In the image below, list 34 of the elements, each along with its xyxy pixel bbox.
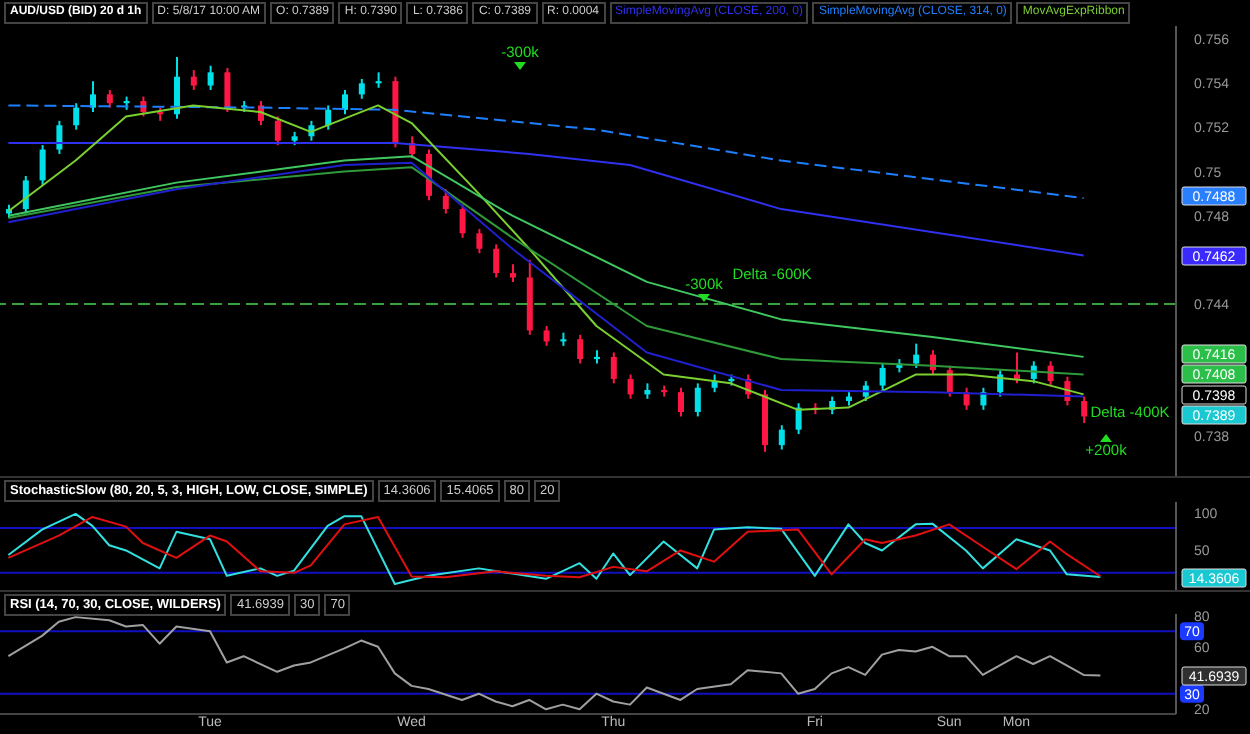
candlestick [476, 227, 483, 255]
candlestick [190, 69, 197, 91]
candlestick [90, 80, 96, 114]
candlestick [39, 144, 46, 186]
candlestick [577, 333, 584, 365]
candlestick [375, 71, 382, 89]
candlestick [694, 382, 701, 418]
candlestick [358, 77, 365, 100]
candlestick [56, 119, 63, 155]
candlestick [207, 64, 214, 91]
candlestick [678, 386, 684, 418]
line-series [7, 141, 1085, 257]
candlestick [627, 373, 634, 400]
candlestick [1081, 395, 1088, 425]
line-series [7, 616, 1102, 711]
candlestick [610, 351, 617, 385]
candlestick [459, 203, 466, 239]
candlestick [73, 102, 80, 131]
candlestick [22, 175, 29, 215]
candlestick [442, 188, 449, 215]
candlestick [778, 424, 785, 451]
candlestick [174, 55, 180, 120]
candlestick [795, 402, 802, 436]
candlestick [543, 325, 550, 347]
candlestick [274, 115, 281, 147]
candlestick [224, 66, 231, 114]
candlestick [913, 342, 920, 369]
candlestick [325, 104, 332, 131]
candlestick [594, 349, 600, 365]
candlestick [493, 243, 500, 279]
candlestick [879, 362, 886, 391]
candlestick [342, 88, 348, 116]
line-series [7, 104, 1085, 200]
candlestick [946, 364, 953, 398]
